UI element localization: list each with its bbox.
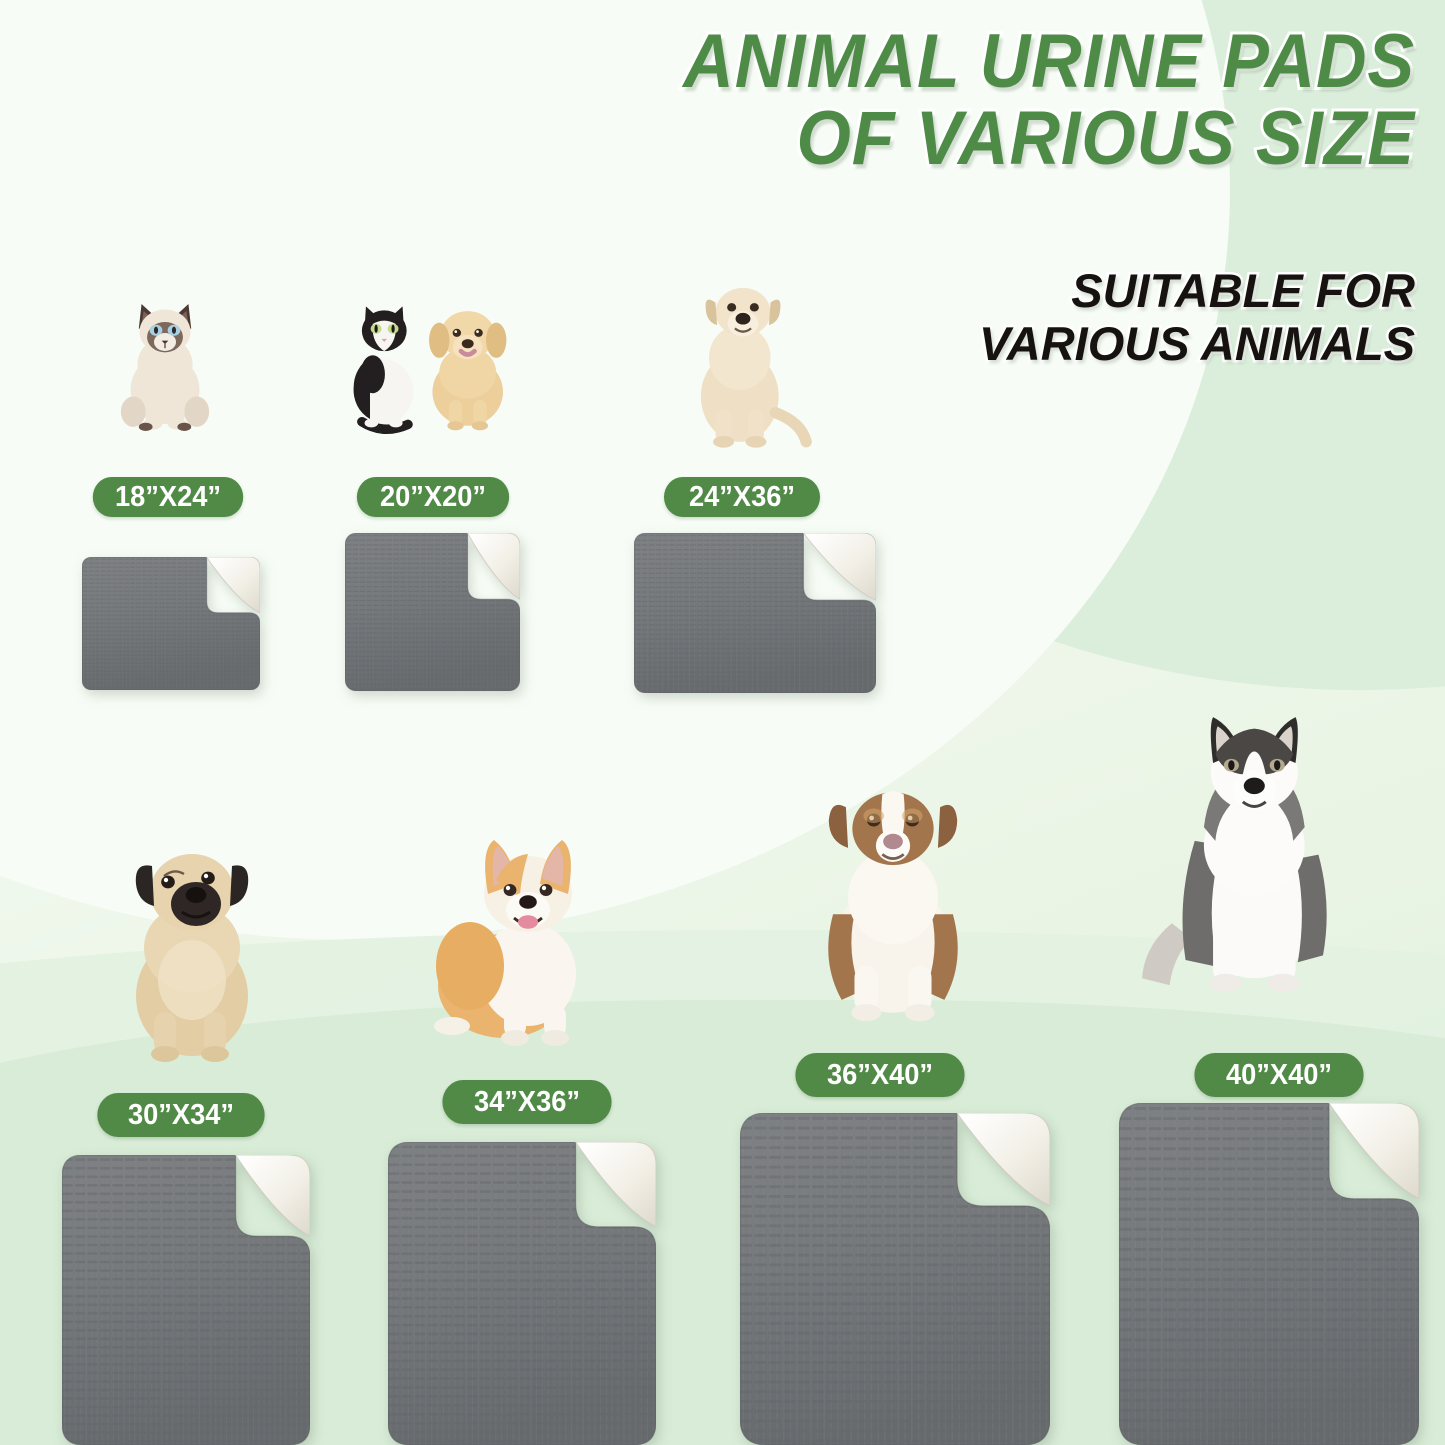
subtitle-line-1: SUITABLE FOR [1069, 262, 1418, 319]
size-badge-36X40: 36”X40” [795, 1053, 965, 1097]
urine-pad-30X34 [62, 1155, 310, 1445]
poster-title: ANIMAL URINE PADS OF VARIOUS SIZE [430, 19, 1417, 181]
animal-siberian-husky [1126, 670, 1378, 1030]
size-badge-24X36: 24”X36” [663, 477, 821, 517]
urine-pad-36X40 [740, 1113, 1050, 1445]
urine-pad-40X40 [1119, 1103, 1419, 1445]
size-badge-18X24: 18”X24” [92, 477, 244, 517]
animal-tuxedo-cat-and-labrador-puppy [332, 263, 522, 461]
size-badge-34X36: 34”X36” [442, 1080, 612, 1124]
poster-subtitle: SUITABLE FOR VARIOUS ANIMALS [760, 262, 1418, 372]
animal-siamese-cat [96, 263, 234, 461]
urine-pad-34X36 [388, 1142, 656, 1445]
animal-pug [92, 800, 292, 1100]
animal-australian-shepherd [786, 730, 1000, 1060]
subtitle-line-2: VARIOUS ANIMALS [976, 315, 1417, 372]
size-badge-20X20: 20”X20” [356, 477, 510, 517]
animal-tan-mixed-breed-dog [662, 256, 824, 464]
size-badge-30X34: 30”X34” [97, 1093, 265, 1137]
title-line-1: ANIMAL URINE PADS [681, 19, 1417, 104]
urine-pad-20X20 [345, 533, 520, 691]
urine-pad-18X24 [82, 557, 260, 690]
title-line-2: OF VARIOUS SIZE [794, 95, 1417, 181]
size-badge-40X40: 40”X40” [1194, 1053, 1364, 1097]
urine-pad-24X36 [634, 533, 876, 693]
animal-corgi [404, 782, 640, 1082]
